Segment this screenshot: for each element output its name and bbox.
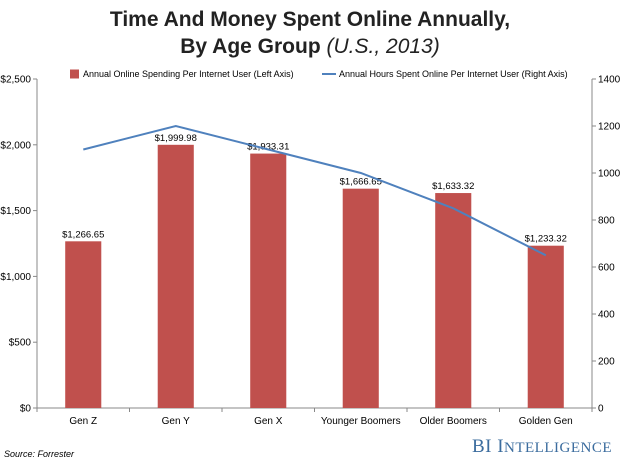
- source-note: Source: Forrester: [4, 449, 75, 459]
- x-tick-label: Gen Y: [162, 416, 190, 427]
- bar-data-label: $1,633.32: [432, 181, 474, 192]
- x-tick-label: Gen X: [254, 416, 283, 427]
- legend-swatch-spending: [70, 69, 79, 79]
- hours-line: [83, 124, 547, 257]
- bar-data-label: $1,933.31: [247, 142, 289, 153]
- x-tick-label: Golden Gen: [519, 416, 573, 427]
- right-tick-label: 0: [598, 404, 604, 415]
- left-tick-label: $500: [9, 338, 32, 349]
- left-tick-label: $2,000: [0, 140, 31, 151]
- right-tick-label: 1200: [598, 122, 620, 133]
- right-tick-label: 600: [598, 263, 615, 274]
- bar: [527, 245, 564, 408]
- bar: [435, 193, 472, 408]
- x-tick-label: Younger Boomers: [321, 416, 401, 427]
- right-tick-label: 1000: [598, 169, 620, 180]
- right-tick-label: 1400: [598, 75, 620, 86]
- brand-part1: BI: [471, 436, 498, 457]
- x-tick-label: Older Boomers: [420, 416, 487, 427]
- brand-initial: I: [497, 436, 505, 457]
- legend-label-hours: Annual Hours Spent Online Per Internet U…: [339, 69, 568, 79]
- left-tick-label: $0: [20, 404, 32, 415]
- chart-title-line-1: Time And Money Spent Online Annually,: [0, 8, 620, 32]
- bar: [65, 241, 102, 408]
- bar: [342, 188, 379, 408]
- bar-data-label: $1,266.65: [62, 229, 104, 240]
- chart-title-part: By Age Group: [180, 35, 321, 58]
- brand-logo: BI INTELLIGENCE: [472, 436, 612, 458]
- right-tick-label: 200: [598, 357, 615, 368]
- chart-title: Time And Money Spent Online Annually,: [109, 8, 511, 31]
- bar: [157, 144, 194, 409]
- chart-subtitle: (U.S., 2013): [326, 35, 440, 58]
- bar-data-label: $1,233.32: [525, 234, 567, 245]
- brand-rest: NTELLIGENCE: [504, 440, 612, 456]
- bar-data-label: $1,999.98: [155, 133, 197, 144]
- legend-label-spending: Annual Online Spending Per Internet User…: [83, 69, 294, 79]
- bar: [250, 153, 287, 408]
- chart-title-line-2: By Age Group (U.S., 2013): [0, 35, 620, 59]
- left-tick-label: $1,500: [0, 206, 31, 217]
- left-tick-label: $1,000: [0, 272, 31, 283]
- right-tick-label: 800: [598, 216, 615, 227]
- right-tick-label: 400: [598, 310, 615, 321]
- left-tick-label: $2,500: [0, 75, 31, 86]
- bar-data-label: $1,666.65: [340, 177, 382, 188]
- x-tick-label: Gen Z: [69, 416, 97, 427]
